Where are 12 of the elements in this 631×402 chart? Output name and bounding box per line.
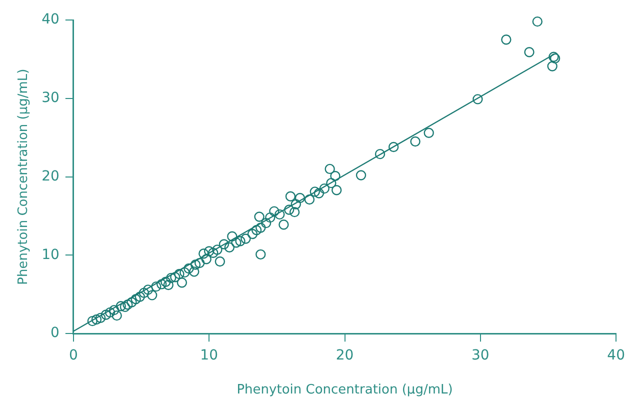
x-tick-label: 40 xyxy=(607,348,626,364)
y-tick-label: 40 xyxy=(42,12,60,28)
x-tick-label: 0 xyxy=(68,348,78,364)
y-tick-label: 0 xyxy=(50,325,60,342)
x-axis-title: Phenytoin Concentration (μg/mL) xyxy=(236,382,453,398)
y-tick-label: 30 xyxy=(42,90,60,106)
x-tick-label: 20 xyxy=(336,348,354,364)
y-tick-label: 20 xyxy=(42,168,60,184)
x-tick-label: 30 xyxy=(472,348,490,364)
x-tick-label: 10 xyxy=(200,348,218,364)
y-axis-title: Phenytoin Concentration (μg/mL) xyxy=(16,68,32,285)
y-tick-label: 10 xyxy=(42,246,60,263)
